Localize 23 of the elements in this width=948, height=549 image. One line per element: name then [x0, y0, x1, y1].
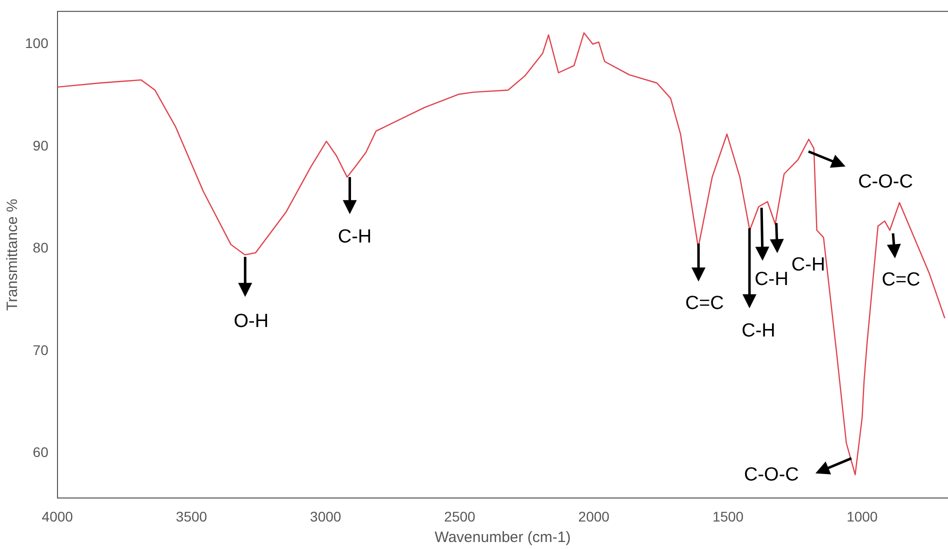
- annotation: C-O-C: [858, 172, 913, 193]
- annotation: C=C: [882, 270, 920, 291]
- y-tick-label: 60: [32, 444, 49, 460]
- annotation: O-H: [234, 311, 269, 332]
- annotation: C-O-C: [744, 464, 799, 486]
- x-tick-label: 2000: [578, 508, 610, 524]
- annotation: C-H: [338, 226, 372, 248]
- y-tick-label: 70: [32, 342, 49, 358]
- y-tick-label: 90: [32, 137, 49, 154]
- x-tick-label: 3000: [310, 508, 342, 524]
- y-axis-title: Transmittance %: [4, 198, 22, 311]
- annotation: C=C: [685, 292, 724, 314]
- x-tick-label: 3500: [176, 508, 208, 524]
- annotation: C-H: [754, 268, 788, 290]
- y-tick-label: 100: [25, 34, 49, 51]
- x-tick-label: 1500: [712, 508, 744, 524]
- x-tick-label: 4000: [42, 508, 74, 524]
- y-tick-label: 80: [32, 240, 49, 256]
- annotation: C-H: [742, 320, 776, 342]
- annotation: C-H: [791, 254, 826, 276]
- x-tick-label: 2500: [444, 508, 476, 524]
- x-axis-title: Wavenumber (cm-1): [434, 529, 571, 546]
- x-tick-label: 1000: [846, 508, 878, 524]
